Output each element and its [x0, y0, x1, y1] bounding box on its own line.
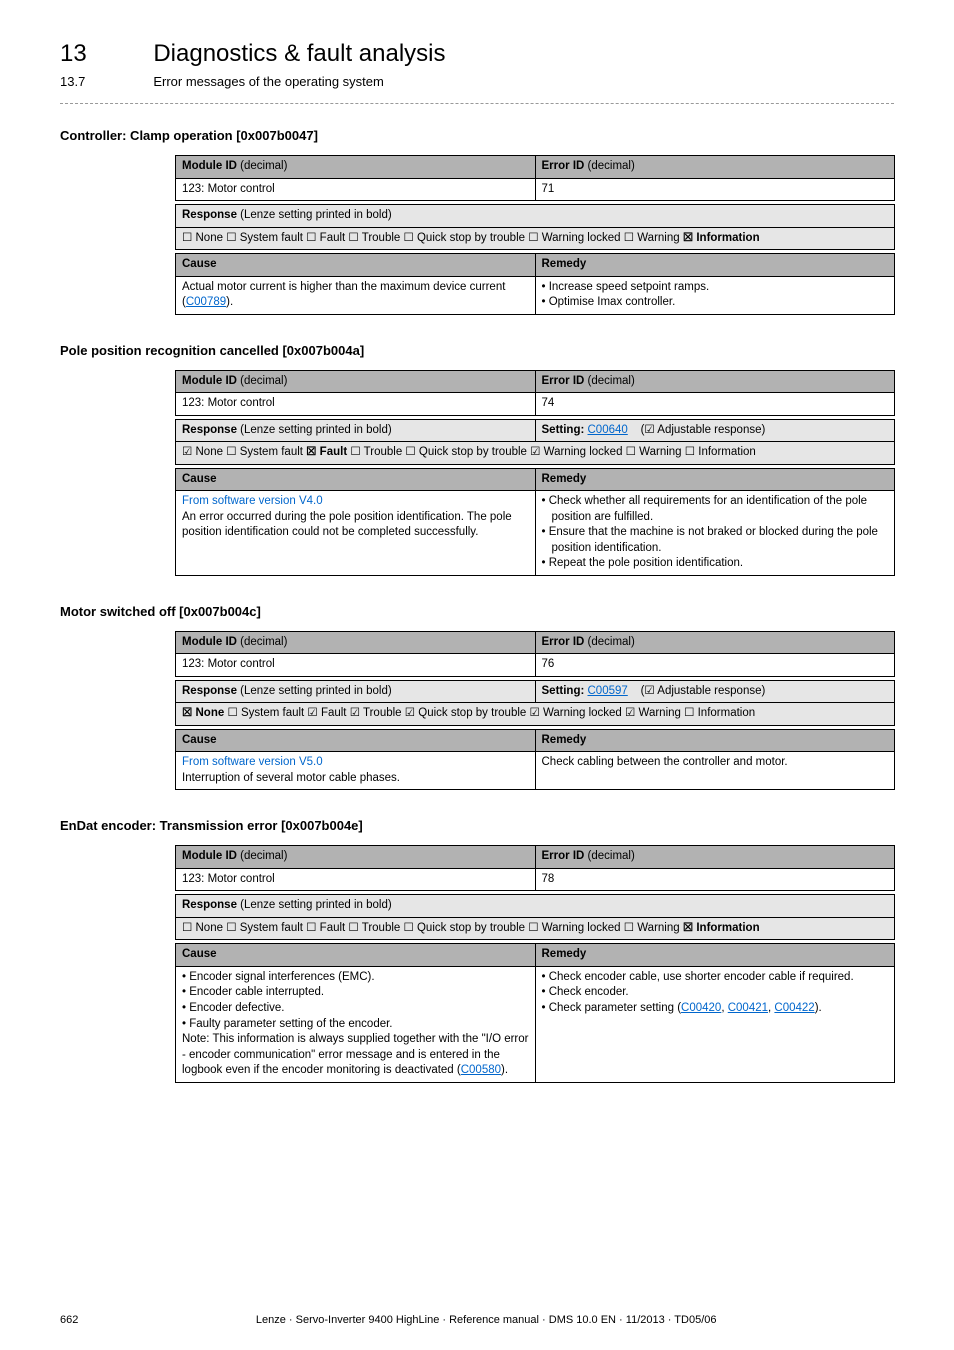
module-id-value: 123: Motor control: [176, 654, 536, 677]
error-id-label: Error ID: [542, 375, 585, 387]
note-label: Note:: [182, 1033, 210, 1045]
version-note: From software version V4.0: [182, 494, 529, 510]
setting-label: Setting:: [542, 685, 588, 697]
remedy-link[interactable]: C00422: [774, 1002, 814, 1014]
response-label: Response: [182, 424, 237, 436]
module-id-value: 123: Motor control: [176, 868, 536, 891]
remedy-text: • Check whether all requirements for an …: [535, 491, 895, 576]
error-table: Module ID (decimal) Error ID (decimal) 1…: [175, 631, 895, 791]
error-table: Module ID (decimal) Error ID (decimal) 1…: [175, 370, 895, 576]
version-note: From software version V5.0: [182, 755, 529, 771]
setting-paren: (☑ Adjustable response): [641, 685, 766, 697]
remedy-label: Remedy: [542, 734, 587, 746]
cause-text: • Encoder signal interferences (EMC). • …: [176, 966, 536, 1082]
error-heading: EnDat encoder: Transmission error [0x007…: [60, 818, 894, 833]
remedy-label: Remedy: [542, 473, 587, 485]
cause-link[interactable]: C00789: [186, 296, 226, 308]
cause-label: Cause: [182, 734, 217, 746]
error-id-suffix: (decimal): [584, 160, 634, 172]
chapter-number: 13: [60, 40, 150, 68]
error-id-label: Error ID: [542, 850, 585, 862]
response-line: ☐ None ☐ System fault ☐ Fault ☐ Trouble …: [182, 232, 683, 244]
remedy-text: • Increase speed setpoint ramps. • Optim…: [535, 276, 895, 314]
remedy-text: Check cabling between the controller and…: [535, 752, 895, 790]
cause-text: Actual motor current is higher than the …: [176, 276, 536, 314]
cause-text: From software version V5.0 Interruption …: [176, 752, 536, 790]
error-heading: Pole position recognition cancelled [0x0…: [60, 343, 894, 358]
error-id-value: 74: [535, 393, 895, 416]
page-header: 13 Diagnostics & fault analysis 13.7 Err…: [60, 40, 894, 89]
error-id-label: Error ID: [542, 160, 585, 172]
error-id-value: 71: [535, 178, 895, 201]
error-id-value: 78: [535, 868, 895, 891]
module-id-value: 123: Motor control: [176, 393, 536, 416]
cause-text: From software version V4.0 An error occu…: [176, 491, 536, 576]
remedy-text: • Check encoder cable, use shorter encod…: [535, 966, 895, 1082]
section-title: Error messages of the operating system: [153, 74, 384, 89]
module-id-label: Module ID: [182, 636, 237, 648]
note-link[interactable]: C00580: [461, 1064, 501, 1076]
error-id-value: 76: [535, 654, 895, 677]
module-id-label: Module ID: [182, 850, 237, 862]
divider: [60, 103, 894, 104]
response-suffix: (Lenze setting printed in bold): [237, 209, 392, 221]
cause-label: Cause: [182, 473, 217, 485]
footer-text: Lenze · Servo-Inverter 9400 HighLine · R…: [60, 1314, 894, 1326]
setting-link[interactable]: C00597: [588, 685, 628, 697]
setting-label: Setting:: [542, 424, 588, 436]
cause-label: Cause: [182, 258, 217, 270]
error-id-label: Error ID: [542, 636, 585, 648]
page-footer: 662 Lenze · Servo-Inverter 9400 HighLine…: [60, 1314, 894, 1326]
module-id-suffix: (decimal): [237, 160, 287, 172]
response-label: Response: [182, 685, 237, 697]
cause-label: Cause: [182, 948, 217, 960]
module-id-label: Module ID: [182, 375, 237, 387]
response-label: Response: [182, 209, 237, 221]
page-number: 662: [60, 1314, 78, 1326]
remedy-label: Remedy: [542, 948, 587, 960]
module-id-label: Module ID: [182, 160, 237, 172]
setting-link[interactable]: C00640: [588, 424, 628, 436]
remedy-link[interactable]: C00420: [681, 1002, 721, 1014]
section-number: 13.7: [60, 74, 150, 89]
remedy-label: Remedy: [542, 258, 587, 270]
response-label: Response: [182, 899, 237, 911]
error-heading: Motor switched off [0x007b004c]: [60, 604, 894, 619]
error-heading: Controller: Clamp operation [0x007b0047]: [60, 128, 894, 143]
remedy-link[interactable]: C00421: [728, 1002, 768, 1014]
error-table: Module ID (decimal) Error ID (decimal) 1…: [175, 845, 895, 1082]
setting-paren: (☑ Adjustable response): [641, 424, 766, 436]
error-table: Module ID (decimal) Error ID (decimal) 1…: [175, 155, 895, 315]
module-id-value: 123: Motor control: [176, 178, 536, 201]
chapter-title: Diagnostics & fault analysis: [153, 40, 445, 68]
response-bold: ☒ Information: [683, 232, 760, 244]
